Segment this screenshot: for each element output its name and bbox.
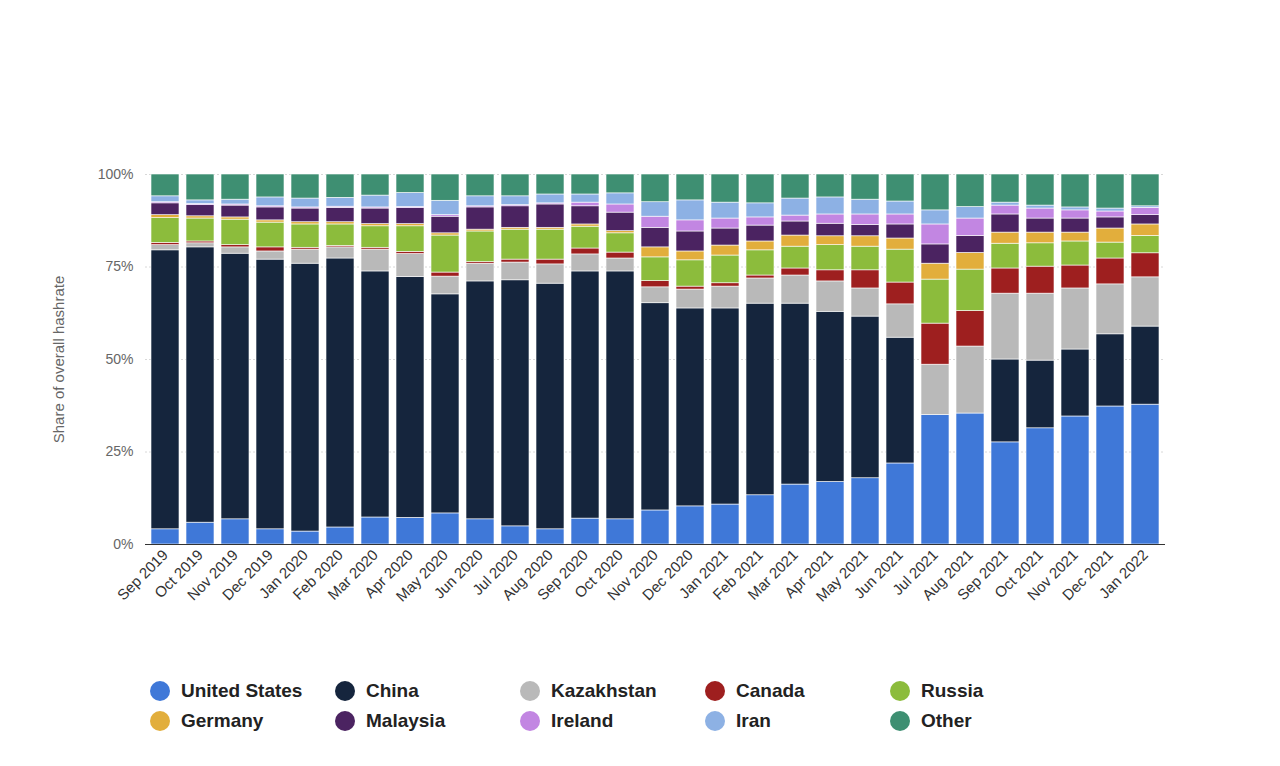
svg-text:Feb 2020: Feb 2020 (289, 546, 346, 603)
html-text:Canada: Canada (736, 680, 805, 701)
html-text:Ireland: Ireland (551, 710, 614, 731)
svg-text:May 2021: May 2021 (812, 546, 871, 605)
svg-text:Sep 2021: Sep 2021 (953, 546, 1011, 604)
svg-text:Jul 2021: Jul 2021 (888, 546, 941, 599)
html-text:Kazakhstan: Kazakhstan (551, 680, 657, 701)
html-text:United States: United States (181, 680, 303, 701)
svg-text:Oct 2021: Oct 2021 (990, 546, 1046, 602)
html-text:Russia: Russia (921, 680, 984, 701)
svg-text:25%: 25% (105, 443, 133, 459)
svg-text:Jul 2020: Jul 2020 (468, 546, 521, 599)
svg-text:Apr 2021: Apr 2021 (780, 546, 836, 602)
svg-text:Aug 2021: Aug 2021 (918, 546, 976, 604)
svg-text:Jun 2020: Jun 2020 (430, 546, 486, 602)
svg-text:Dec 2021: Dec 2021 (1058, 546, 1116, 604)
svg-text:Nov 2021: Nov 2021 (1023, 546, 1081, 604)
svg-text:Mar 2021: Mar 2021 (744, 546, 801, 603)
svg-text:Oct 2020: Oct 2020 (570, 546, 626, 602)
html-text:China: China (366, 680, 419, 701)
svg-text:0%: 0% (113, 536, 133, 552)
svg-text:Mar 2020: Mar 2020 (324, 546, 381, 603)
svg-text:Oct 2019: Oct 2019 (150, 546, 206, 602)
svg-text:Jan 2022: Jan 2022 (1095, 546, 1151, 602)
svg-text:100%: 100% (98, 166, 134, 182)
svg-text:Nov 2020: Nov 2020 (603, 546, 661, 604)
svg-text:Dec 2019: Dec 2019 (218, 546, 276, 604)
svg-text:75%: 75% (105, 258, 133, 274)
html-text:Other: Other (921, 710, 972, 731)
svg-text:Share of overall hashrate: Share of overall hashrate (50, 276, 67, 444)
svg-text:Jun 2021: Jun 2021 (850, 546, 906, 602)
html-text:Malaysia: Malaysia (366, 710, 446, 731)
svg-text:May 2020: May 2020 (392, 546, 451, 605)
svg-text:Sep 2020: Sep 2020 (533, 546, 591, 604)
svg-text:50%: 50% (105, 351, 133, 367)
svg-text:Apr 2020: Apr 2020 (360, 546, 416, 602)
svg-text:Aug 2020: Aug 2020 (498, 546, 556, 604)
svg-text:Sep 2019: Sep 2019 (113, 546, 171, 604)
html-text:Germany: Germany (181, 710, 264, 731)
svg-text:Feb 2021: Feb 2021 (709, 546, 766, 603)
svg-text:Jan 2020: Jan 2020 (255, 546, 311, 602)
html-text:Iran: Iran (736, 710, 771, 731)
svg-text:Nov 2019: Nov 2019 (183, 546, 241, 604)
svg-text:Jan 2021: Jan 2021 (675, 546, 731, 602)
svg-text:Dec 2020: Dec 2020 (638, 546, 696, 604)
